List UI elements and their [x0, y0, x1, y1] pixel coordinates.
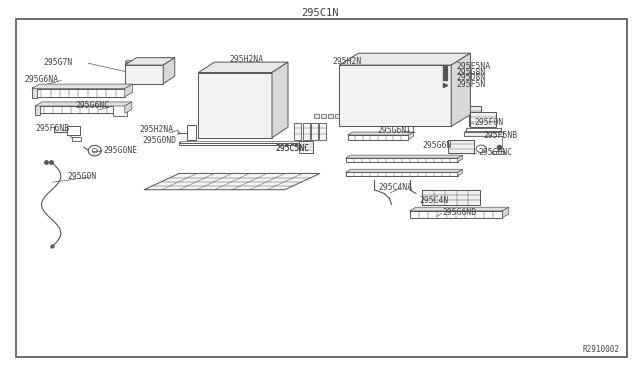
Text: 295C4NA: 295C4NA	[379, 183, 413, 192]
Bar	[410, 211, 502, 218]
Bar	[179, 143, 304, 145]
Bar	[125, 61, 163, 64]
Text: 295G6N: 295G6N	[422, 141, 452, 150]
Bar	[32, 87, 37, 98]
Bar	[158, 60, 163, 62]
Bar	[35, 105, 40, 115]
Bar	[469, 106, 481, 126]
Polygon shape	[198, 73, 272, 138]
Bar	[299, 141, 313, 153]
Text: 295G0N: 295G0N	[67, 172, 97, 181]
Bar	[356, 114, 362, 118]
Text: 295G8N: 295G8N	[456, 68, 486, 77]
Polygon shape	[408, 132, 413, 140]
Polygon shape	[198, 62, 288, 73]
Bar	[346, 158, 458, 162]
Bar	[391, 114, 397, 118]
Text: 295C1N: 295C1N	[301, 8, 339, 18]
Bar	[433, 114, 439, 118]
Bar	[422, 190, 480, 205]
Text: 295C5NC: 295C5NC	[275, 144, 309, 153]
Bar	[370, 114, 376, 118]
Polygon shape	[125, 84, 132, 97]
Polygon shape	[125, 58, 175, 65]
Text: 295H2NA: 295H2NA	[140, 125, 173, 134]
Bar	[187, 125, 196, 140]
Bar	[132, 60, 137, 62]
Text: 295F6NB: 295F6NB	[35, 124, 69, 133]
Bar	[145, 60, 150, 62]
Polygon shape	[32, 84, 132, 89]
Bar	[349, 114, 355, 118]
Text: 295C4N: 295C4N	[419, 196, 449, 205]
Bar	[384, 114, 390, 118]
Bar	[466, 128, 501, 131]
Text: 295H2NA: 295H2NA	[229, 55, 263, 64]
Bar	[321, 114, 326, 118]
Bar	[328, 114, 333, 118]
Bar	[72, 137, 81, 141]
Text: R2910002: R2910002	[582, 345, 620, 354]
Text: 295F0N: 295F0N	[475, 118, 504, 127]
Bar	[348, 135, 408, 140]
Text: 295H2N: 295H2N	[333, 57, 362, 65]
Bar	[363, 114, 369, 118]
Bar	[419, 114, 425, 118]
Text: 295G6NC: 295G6NC	[76, 101, 109, 110]
Text: 295C5NC: 295C5NC	[275, 144, 309, 153]
Text: 295G7N: 295G7N	[44, 58, 73, 67]
Bar	[426, 114, 432, 118]
Polygon shape	[35, 102, 132, 106]
Bar	[139, 60, 143, 62]
Bar	[342, 114, 348, 118]
Polygon shape	[346, 155, 463, 158]
Bar	[377, 114, 383, 118]
Polygon shape	[348, 132, 413, 135]
Bar	[35, 106, 125, 113]
Text: 295G6NA: 295G6NA	[24, 75, 58, 84]
Polygon shape	[346, 169, 463, 172]
Bar	[448, 140, 474, 153]
Text: 295G6NB: 295G6NB	[443, 208, 477, 217]
Bar	[67, 126, 80, 135]
Polygon shape	[125, 102, 132, 113]
Text: 295F5NA: 295F5NA	[456, 62, 490, 71]
Bar	[152, 60, 156, 62]
Polygon shape	[451, 53, 470, 126]
Polygon shape	[144, 173, 320, 190]
Polygon shape	[458, 155, 463, 162]
Polygon shape	[272, 62, 288, 138]
Text: 295G0NC: 295G0NC	[479, 148, 513, 157]
Text: 295G0ND: 295G0ND	[142, 136, 176, 145]
Bar	[113, 105, 127, 116]
Polygon shape	[410, 207, 509, 211]
Bar	[335, 114, 340, 118]
Bar	[492, 151, 504, 154]
Polygon shape	[458, 169, 463, 176]
Text: 295G6NII: 295G6NII	[378, 126, 417, 135]
Polygon shape	[502, 207, 509, 218]
Bar	[126, 60, 131, 62]
Polygon shape	[339, 53, 470, 65]
Bar	[319, 123, 326, 140]
Text: 295D8N: 295D8N	[456, 73, 486, 82]
Bar	[294, 123, 301, 140]
Polygon shape	[339, 65, 451, 126]
Bar	[346, 172, 458, 176]
Polygon shape	[125, 65, 163, 84]
Text: 295G0NE: 295G0NE	[104, 146, 138, 155]
Bar	[412, 114, 418, 118]
Bar	[311, 123, 318, 140]
Bar	[398, 114, 404, 118]
Bar	[470, 112, 496, 127]
Text: 295F5NB: 295F5NB	[483, 131, 517, 140]
Bar	[32, 89, 125, 97]
Polygon shape	[163, 58, 175, 84]
Bar	[464, 132, 503, 136]
Text: 295F5N: 295F5N	[456, 80, 486, 89]
Bar	[314, 114, 319, 118]
Bar	[405, 114, 411, 118]
Bar	[303, 123, 310, 140]
